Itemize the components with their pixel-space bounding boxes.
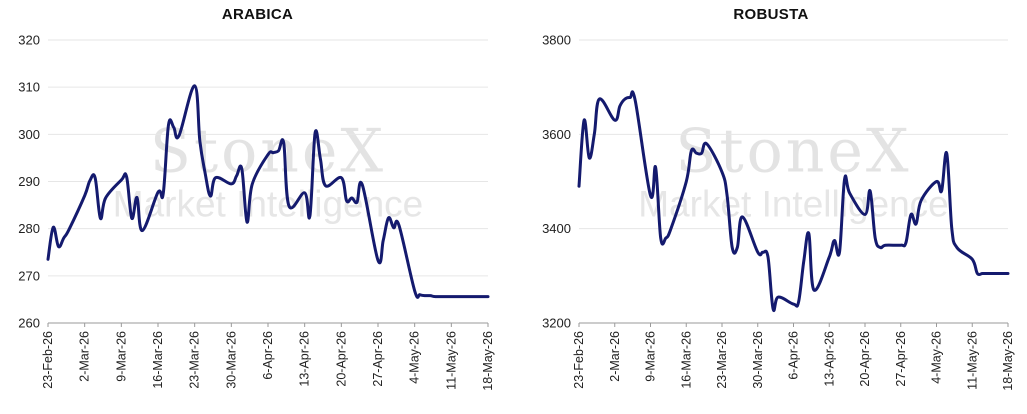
robusta-y-tick-label: 3200: [542, 316, 571, 331]
arabica-x-tick-label: 6-Apr-26: [261, 331, 275, 380]
arabica-y-tick-label: 320: [18, 33, 40, 48]
arabica-y-tick-label: 300: [18, 127, 40, 142]
arabica-x-tick-label: 2-Mar-26: [78, 331, 92, 382]
robusta-x-tick-label: 13-Apr-26: [822, 331, 836, 387]
arabica-x-tick-label: 23-Feb-26: [41, 331, 55, 389]
arabica-x-tick-label: 16-Mar-26: [151, 331, 165, 389]
arabica-x-tick-label: 11-May-26: [444, 331, 458, 390]
arabica-x-tick-label: 20-Apr-26: [334, 331, 348, 387]
robusta-y-tick-label: 3800: [542, 33, 571, 48]
robusta-x-tick-label: 27-Apr-26: [894, 331, 908, 387]
robusta-x-tick-label: 20-Apr-26: [858, 331, 872, 387]
arabica-x-tick-label: 9-Mar-26: [114, 331, 128, 382]
arabica-watermark-brand: StoneX: [150, 117, 386, 187]
robusta-price-line: [577, 90, 1010, 312]
arabica-x-tick-label: 30-Mar-26: [224, 331, 238, 389]
robusta-x-tick-label: 16-Mar-26: [679, 331, 693, 389]
robusta-x-tick-label: 6-Apr-26: [787, 331, 801, 380]
robusta-x-tick-label: 2-Mar-26: [608, 331, 622, 382]
robusta-x-tick-label: 9-Mar-26: [644, 331, 658, 382]
robusta-x-tick-label: 30-Mar-26: [751, 331, 765, 389]
arabica-x-tick-label: 4-May-26: [408, 331, 422, 384]
arabica-y-tick-label: 260: [18, 316, 40, 331]
robusta-watermark-sub: Market Intelligence: [638, 184, 949, 225]
robusta-y-tick-label: 3400: [542, 221, 571, 236]
arabica-chart-title: ARABICA: [221, 6, 294, 23]
robusta-chart-panel: ROBUSTA StoneX Market Intelligence 3200 340…: [515, 0, 1027, 414]
robusta-watermark-brand: StoneX: [675, 117, 911, 187]
arabica-y-tick-label: 290: [18, 174, 40, 189]
robusta-x-tick-label: 18-May-26: [1001, 331, 1015, 391]
robusta-chart-title: ROBUSTA: [733, 6, 809, 23]
robusta-x-tick-label: 4-May-26: [930, 331, 944, 384]
arabica-x-tick-label: 27-Apr-26: [371, 331, 385, 387]
arabica-y-tick-label: 270: [18, 268, 40, 283]
arabica-x-tick-label: 23-Mar-26: [188, 331, 202, 389]
robusta-y-tick-label: 3600: [542, 127, 571, 142]
robusta-x-tick-label: 23-Mar-26: [715, 331, 729, 389]
robusta-x-tick-label: 23-Feb-26: [572, 331, 586, 389]
robusta-x-tick-label: 11-May-26: [965, 331, 979, 390]
arabica-x-tick-label: 13-Apr-26: [298, 331, 312, 387]
arabica-chart-panel: ARABICA StoneX Market Intelligence 260 270 2…: [18, 6, 495, 391]
arabica-x-tick-label: 18-May-26: [481, 331, 495, 391]
arabica-y-tick-label: 310: [18, 80, 40, 95]
arabica-y-tick-label: 280: [18, 221, 40, 236]
arabica-price-line: [46, 84, 490, 299]
